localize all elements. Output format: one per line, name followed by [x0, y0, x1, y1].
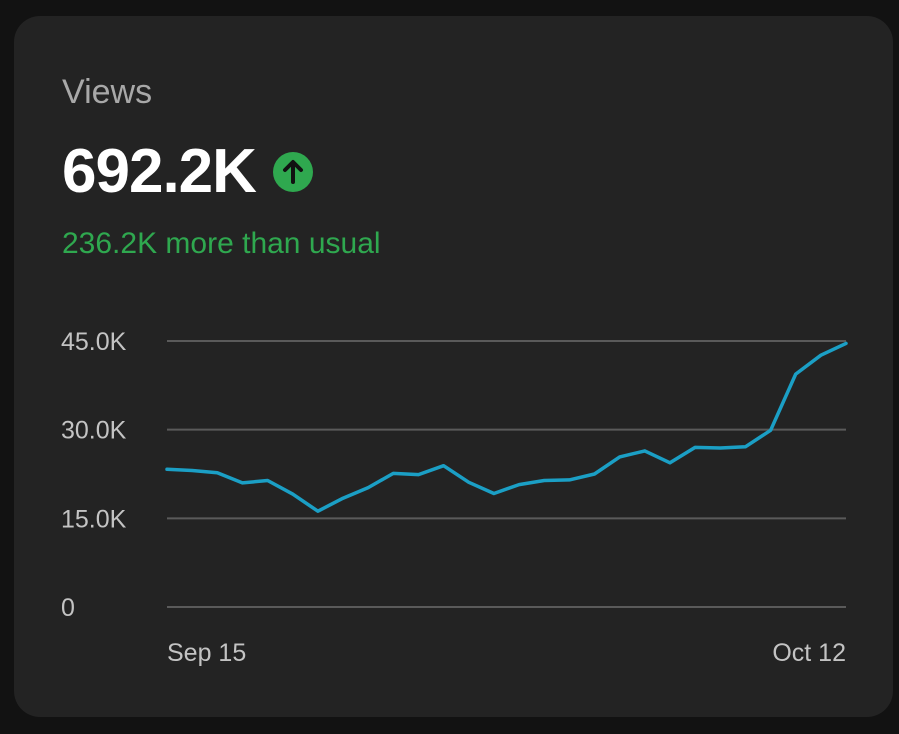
views-line-chart: 0 15.0K 30.0K 45.0K Sep 15 Oct 12 — [61, 328, 848, 667]
series-points — [166, 343, 847, 512]
y-tick-label: 15.0K — [61, 505, 127, 533]
arrow-up-circle-icon — [272, 151, 314, 193]
y-tick-label: 30.0K — [61, 417, 127, 445]
delta-text: 236.2K more than usual — [62, 227, 381, 260]
metric-title: Views — [62, 73, 153, 111]
metric-value: 692.2K — [62, 137, 257, 206]
grid-layer — [167, 340, 846, 608]
y-axis-labels: 0 15.0K 30.0K 45.0K — [61, 328, 127, 622]
y-tick-label: 45.0K — [61, 328, 127, 356]
x-tick-label-start: Sep 15 — [167, 639, 246, 667]
y-tick-label: 0 — [61, 594, 75, 622]
series-line-views — [165, 341, 848, 513]
x-tick-label-end: Oct 12 — [772, 639, 846, 667]
metric-row: 692.2K — [62, 136, 314, 208]
views-card: Views 692.2K 236.2K more than usual 0 15.… — [14, 16, 893, 717]
